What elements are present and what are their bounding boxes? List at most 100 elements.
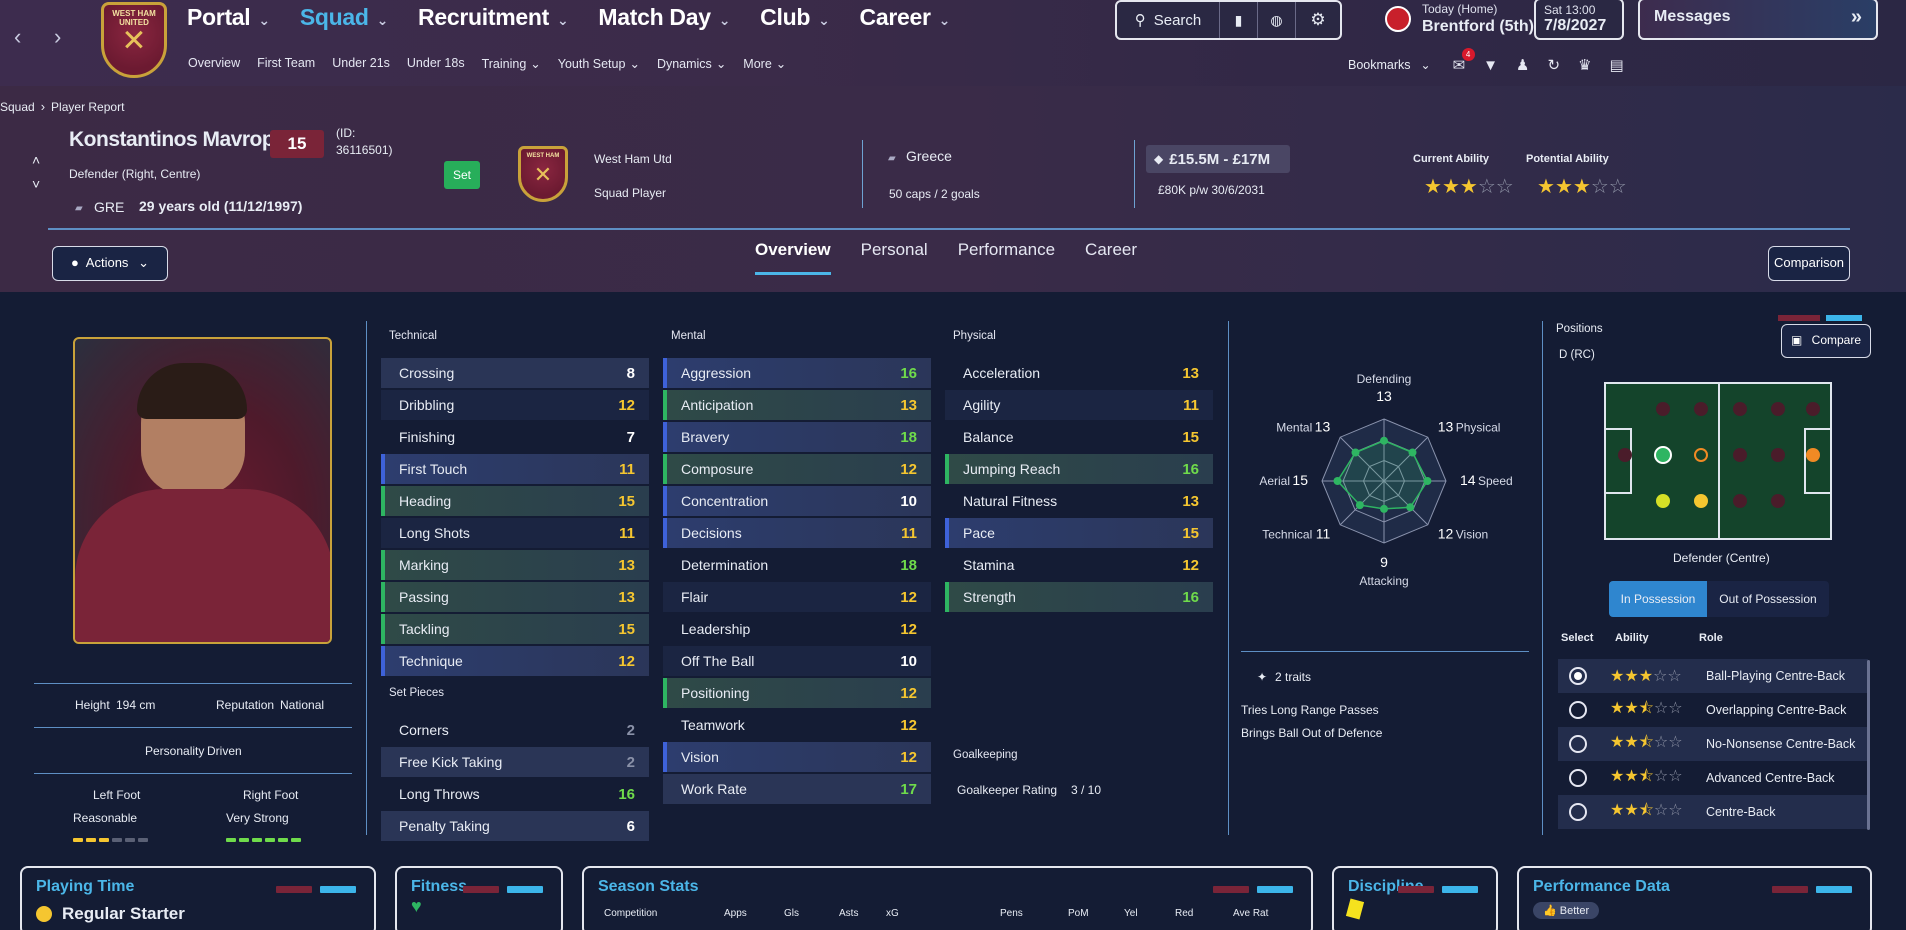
refresh-icon[interactable]: ↻ bbox=[1547, 57, 1561, 74]
fitness-card[interactable]: Fitness ♥ bbox=[395, 866, 563, 930]
season-stats-column-header[interactable]: Red bbox=[1175, 908, 1194, 919]
in-possession-tab[interactable]: In Possession bbox=[1609, 581, 1707, 617]
role-row[interactable]: ★★⯪☆☆ No-Nonsense Centre-Back bbox=[1558, 727, 1868, 761]
submenu-dynamics[interactable]: Dynamics ⌄ bbox=[656, 57, 727, 71]
menu-career[interactable]: Career ⌄ bbox=[859, 4, 951, 30]
attribute-row-acceleration[interactable]: Acceleration 13 bbox=[963, 364, 1199, 382]
performance-data-card[interactable]: Performance Data 👍 Better bbox=[1517, 866, 1872, 930]
attribute-row-passing[interactable]: Passing 13 bbox=[381, 582, 649, 612]
club-name[interactable]: West Ham Utd bbox=[594, 152, 672, 166]
submenu-under-21s[interactable]: Under 21s bbox=[332, 56, 390, 70]
pitch-position-dot[interactable] bbox=[1771, 448, 1785, 462]
set-button[interactable]: Set bbox=[444, 161, 480, 189]
pitch-position-dot[interactable] bbox=[1806, 448, 1820, 462]
clipboard-icon[interactable]: ▤ bbox=[1609, 57, 1624, 74]
season-stats-column-header[interactable]: PoM bbox=[1068, 908, 1089, 919]
pitch-position-dot[interactable] bbox=[1733, 448, 1747, 462]
submenu-training[interactable]: Training ⌄ bbox=[481, 57, 541, 71]
role-row[interactable]: ★★⯪☆☆ Overlapping Centre-Back bbox=[1558, 693, 1868, 727]
submenu-overview[interactable]: Overview bbox=[188, 56, 241, 70]
attribute-row-bravery[interactable]: Bravery 18 bbox=[663, 422, 931, 452]
role-radio[interactable] bbox=[1569, 769, 1587, 787]
pitch-position-dot[interactable] bbox=[1733, 494, 1747, 508]
submenu-youth-setup[interactable]: Youth Setup ⌄ bbox=[557, 57, 640, 71]
date-box[interactable]: Sat 13:00 7/8/2027 bbox=[1534, 0, 1624, 40]
menu-match-day[interactable]: Match Day ⌄ bbox=[598, 4, 731, 30]
pitch-position-dot[interactable] bbox=[1694, 494, 1708, 508]
out-of-possession-tab[interactable]: Out of Possession bbox=[1707, 581, 1829, 617]
attribute-row-corners[interactable]: Corners 2 bbox=[399, 721, 635, 739]
comparison-button[interactable]: Comparison bbox=[1768, 246, 1850, 281]
attribute-row-finishing[interactable]: Finishing 7 bbox=[399, 428, 635, 446]
pitch-position-dot[interactable] bbox=[1771, 402, 1785, 416]
attribute-row-agility[interactable]: Agility 11 bbox=[945, 390, 1213, 420]
world-button[interactable]: ◍ bbox=[1258, 2, 1296, 38]
attribute-row-anticipation[interactable]: Anticipation 13 bbox=[663, 390, 931, 420]
attribute-row-first-touch[interactable]: First Touch 11 bbox=[381, 454, 649, 484]
tab-performance[interactable]: Performance bbox=[957, 240, 1056, 259]
actions-button[interactable]: ● Actions ⌄ bbox=[52, 246, 168, 281]
attribute-row-long-throws[interactable]: Long Throws 16 bbox=[399, 785, 635, 803]
pitch-position-dot[interactable] bbox=[1694, 402, 1708, 416]
club-crest-logo[interactable]: WEST HAM UNITED ✕ bbox=[101, 2, 167, 78]
messages-button[interactable]: Messages » bbox=[1638, 0, 1878, 40]
bookmark-button[interactable]: ▮ bbox=[1220, 2, 1258, 38]
season-stats-card[interactable]: Season Stats Competition Apps Gls Asts xG Pen… bbox=[582, 866, 1313, 930]
notifications-icon[interactable]: ✉ 4 bbox=[1453, 48, 1475, 74]
attribute-row-pace[interactable]: Pace 15 bbox=[945, 518, 1213, 548]
attribute-row-long-shots[interactable]: Long Shots 11 bbox=[381, 518, 649, 548]
season-stats-column-header[interactable]: Asts bbox=[839, 908, 859, 919]
pitch-position-dot[interactable] bbox=[1618, 448, 1632, 462]
value-badge[interactable]: ◆ £15.5M - £17M bbox=[1146, 145, 1290, 173]
attribute-row-composure[interactable]: Composure 12 bbox=[663, 454, 931, 484]
pitch-position-dot[interactable] bbox=[1771, 494, 1785, 508]
pitch-position-dot[interactable] bbox=[1656, 494, 1670, 508]
season-stats-column-header[interactable]: Gls bbox=[784, 908, 799, 919]
menu-squad[interactable]: Squad ⌄ bbox=[299, 4, 389, 30]
staff-icon[interactable]: ♟ bbox=[1516, 57, 1530, 74]
role-row[interactable]: ★★⯪☆☆ Advanced Centre-Back bbox=[1558, 761, 1868, 795]
settings-button[interactable]: ⚙ bbox=[1296, 2, 1340, 38]
attribute-row-work-rate[interactable]: Work Rate 17 bbox=[663, 774, 931, 804]
season-stats-column-header[interactable]: xG bbox=[886, 908, 899, 919]
pitch-position-dot[interactable] bbox=[1656, 402, 1670, 416]
attribute-row-technique[interactable]: Technique 12 bbox=[381, 646, 649, 676]
role-row[interactable]: ★★★☆☆ Ball-Playing Centre-Back bbox=[1558, 659, 1868, 693]
attribute-row-free-kick-taking[interactable]: Free Kick Taking 2 bbox=[381, 747, 649, 777]
country[interactable]: Greece bbox=[906, 148, 952, 164]
menu-club[interactable]: Club ⌄ bbox=[760, 4, 830, 30]
kit-icon[interactable]: ▼ bbox=[1483, 56, 1499, 74]
search-button[interactable]: ⚲ Search bbox=[1117, 2, 1220, 38]
attribute-row-marking[interactable]: Marking 13 bbox=[381, 550, 649, 580]
pitch-position-dot[interactable] bbox=[1733, 402, 1747, 416]
role-row[interactable]: ★★⯪☆☆ Centre-Back bbox=[1558, 795, 1868, 829]
season-stats-column-header[interactable]: Yel bbox=[1124, 908, 1138, 919]
role-list-scrollbar[interactable] bbox=[1867, 660, 1870, 830]
trophy-icon[interactable]: ♛ bbox=[1578, 57, 1592, 74]
role-radio[interactable] bbox=[1569, 735, 1587, 753]
attribute-row-strength[interactable]: Strength 16 bbox=[945, 582, 1213, 612]
attribute-row-crossing[interactable]: Crossing 8 bbox=[381, 358, 649, 388]
attribute-row-aggression[interactable]: Aggression 16 bbox=[663, 358, 931, 388]
submenu-first-team[interactable]: First Team bbox=[257, 56, 316, 70]
attribute-row-flair[interactable]: Flair 12 bbox=[663, 582, 931, 612]
attribute-row-off-the-ball[interactable]: Off The Ball 10 bbox=[663, 646, 931, 676]
attribute-row-determination[interactable]: Determination 18 bbox=[681, 556, 917, 574]
club-crest-icon[interactable]: WEST HAM ✕ bbox=[518, 146, 568, 202]
tab-overview[interactable]: Overview bbox=[755, 240, 831, 275]
tab-personal[interactable]: Personal bbox=[860, 240, 928, 259]
pitch-position-dot[interactable] bbox=[1694, 448, 1708, 462]
previous-player-icon[interactable]: ˄ bbox=[32, 152, 41, 168]
attribute-row-concentration[interactable]: Concentration 10 bbox=[663, 486, 931, 516]
season-stats-column-header[interactable]: Ave Rat bbox=[1233, 908, 1269, 919]
attribute-row-balance[interactable]: Balance 15 bbox=[963, 428, 1199, 446]
role-radio[interactable] bbox=[1569, 667, 1587, 685]
menu-portal[interactable]: Portal ⌄ bbox=[187, 4, 270, 30]
attribute-row-decisions[interactable]: Decisions 11 bbox=[663, 518, 931, 548]
role-radio[interactable] bbox=[1569, 803, 1587, 821]
attribute-row-penalty-taking[interactable]: Penalty Taking 6 bbox=[381, 811, 649, 841]
chevron-right-icon[interactable]: › bbox=[54, 24, 62, 49]
season-stats-column-header[interactable]: Pens bbox=[1000, 908, 1023, 919]
bookmarks-dropdown[interactable]: Bookmarks bbox=[1348, 58, 1411, 72]
breadcrumb-squad-link[interactable]: Squad bbox=[0, 99, 35, 114]
